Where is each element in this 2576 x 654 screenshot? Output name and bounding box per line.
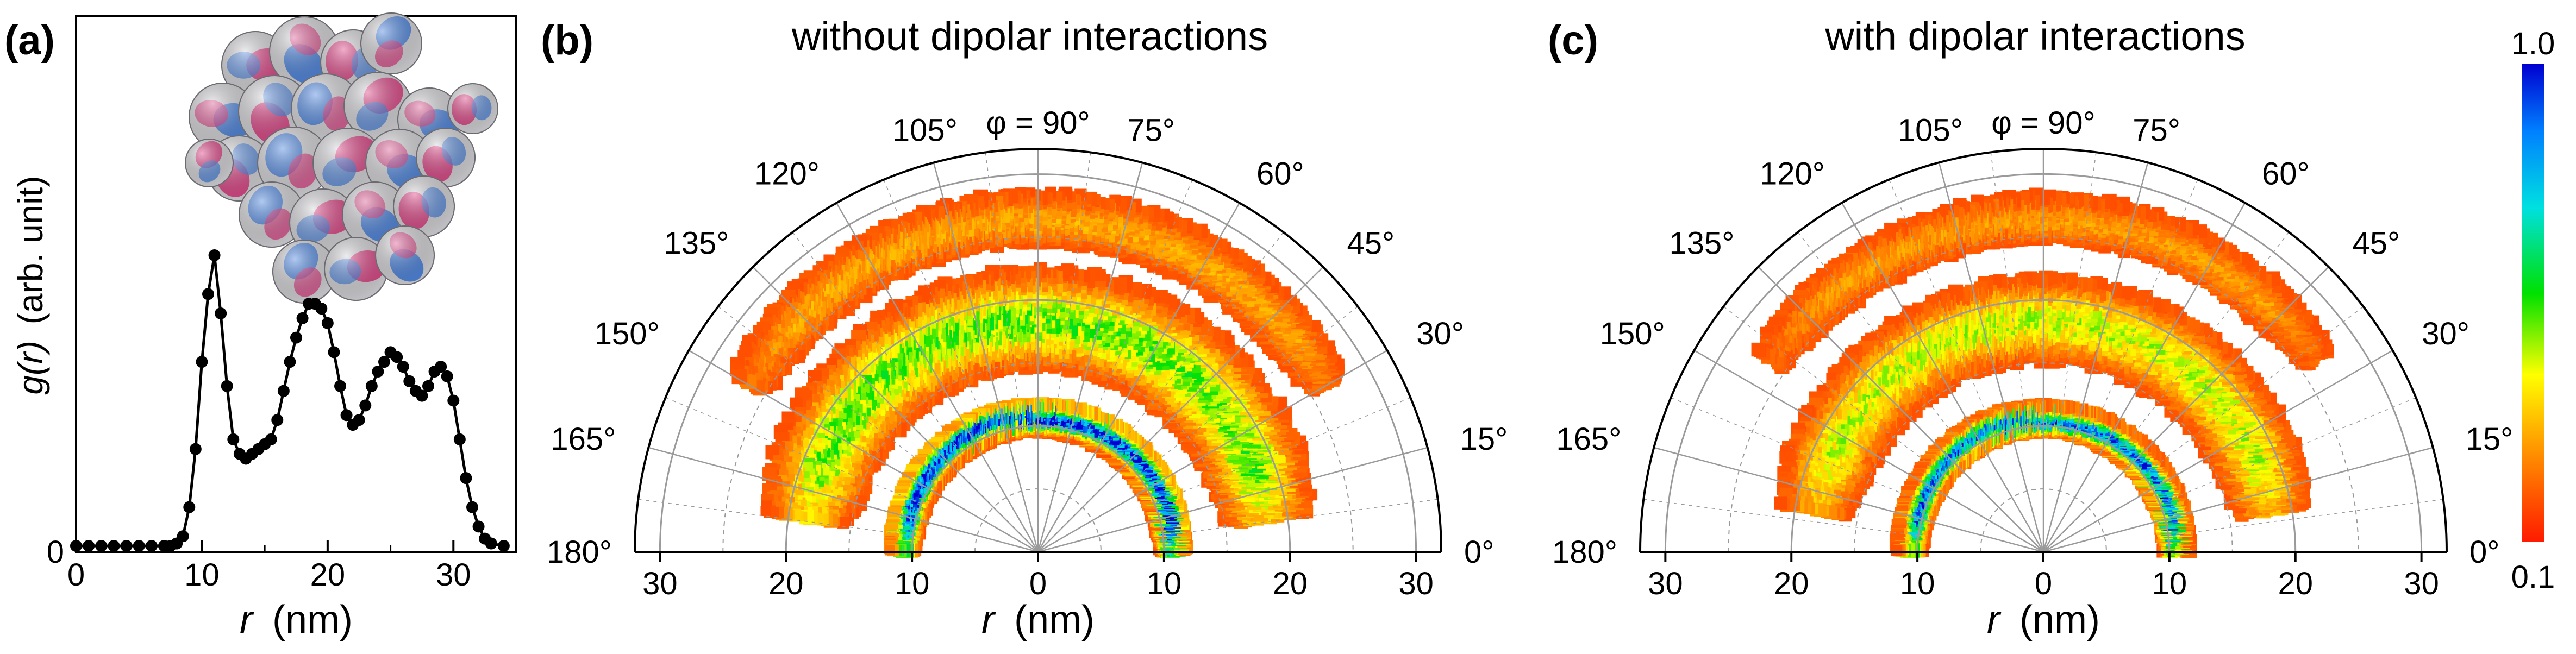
gr-data-point — [403, 375, 416, 387]
inset-sphere — [416, 128, 476, 187]
gr-data-point — [95, 540, 108, 552]
gr-data-point — [70, 540, 82, 552]
gr-data-point — [497, 540, 510, 552]
inset-sphere — [324, 237, 388, 301]
gr-data-point — [353, 414, 365, 426]
gr-data-point — [460, 472, 472, 485]
gr-data-point — [485, 537, 497, 550]
inset-sphere — [447, 83, 498, 134]
gr-data-point — [340, 409, 353, 422]
panel-a-xtick-label: 30 — [436, 557, 471, 593]
panel-a-ylabel-unit: (arb. unit) — [11, 175, 50, 324]
gr-data-point — [447, 394, 460, 407]
gr-data-point — [208, 249, 221, 261]
gr-data-point — [416, 389, 428, 402]
gr-data-point — [215, 307, 227, 319]
gr-data-point — [466, 501, 478, 513]
gr-data-point — [83, 540, 95, 552]
gr-data-point — [422, 380, 434, 392]
panel-a-ytick-0: 0 — [47, 534, 64, 570]
gr-data-point — [120, 540, 133, 552]
gr-data-point — [441, 370, 453, 382]
panel-a-xlabel-unit: (nm) — [272, 598, 353, 642]
gr-data-point — [372, 366, 384, 378]
inset-sphere — [291, 73, 361, 144]
panel-a: (a) 0 10 20 30 0 g(r) (arb. unit) r (nm) — [4, 12, 517, 642]
gr-data-point — [334, 380, 346, 392]
inset-sphere — [393, 175, 455, 237]
panel-a-xtick-label: 10 — [184, 557, 220, 593]
gr-data-point — [321, 317, 334, 329]
gr-data-point — [108, 540, 120, 552]
inset-sphere — [185, 139, 234, 187]
gr-data-point — [133, 540, 145, 552]
panel-a-ylabel-var: g(r) — [11, 341, 50, 395]
panel-a-ylabel: g(r) (arb. unit) — [11, 175, 50, 394]
gr-data-point — [365, 380, 378, 392]
inset-sphere — [272, 240, 336, 304]
gr-data-point — [183, 501, 196, 513]
gr-data-point — [472, 520, 485, 533]
panel-b: (b) without dipolar interactions 30 20 10 0… — [541, 14, 1508, 642]
gr-data-point — [391, 351, 403, 363]
gr-data-point — [202, 288, 214, 300]
gr-data-point — [221, 380, 233, 392]
gr-data-point — [328, 346, 340, 359]
inset-sphere-cluster — [185, 12, 498, 304]
gr-data-point — [265, 433, 277, 445]
inset-sphere — [343, 72, 412, 140]
gr-data-point — [290, 331, 302, 344]
panel-a-xtick-label: 20 — [310, 557, 346, 593]
panel-a-x-ticks: 0 10 20 30 — [67, 540, 471, 593]
gr-data-point — [271, 414, 284, 426]
gr-data-point — [227, 433, 240, 445]
gr-data-point — [359, 399, 372, 412]
gr-data-point — [284, 356, 296, 368]
polar-heatmap-cells — [730, 186, 1345, 558]
panel-b-title: without dipolar interactions — [791, 14, 1268, 59]
gr-data-point — [196, 356, 208, 368]
panel-b-polar-plot: 30 20 10 0 10 20 300°15°30°45°60°75°φ = 90°105… — [547, 105, 1508, 601]
panel-a-xlabel: r (nm) — [240, 598, 353, 642]
gr-data-point — [296, 312, 309, 324]
gr-data-point — [277, 385, 290, 397]
gr-series-points — [70, 249, 510, 552]
gr-data-point — [189, 443, 202, 455]
inset-sphere — [257, 127, 330, 199]
gr-data-point — [315, 303, 328, 315]
gr-data-point — [397, 361, 409, 373]
inset-sphere — [289, 188, 358, 257]
heatmap-cell — [885, 545, 895, 556]
inset-sphere — [239, 181, 305, 248]
panel-a-label: (a) — [4, 17, 55, 64]
gr-data-point — [145, 540, 158, 552]
gr-data-point — [435, 361, 447, 373]
gr-data-point — [177, 530, 189, 543]
inset-sphere — [375, 225, 435, 285]
panel-b-label: (b) — [541, 17, 593, 64]
panel-a-xlabel-var: r — [240, 598, 254, 642]
panel-a-xtick-label: 0 — [67, 557, 85, 593]
gr-data-point — [378, 356, 390, 368]
panel-a-frame — [75, 15, 517, 553]
gr-data-point — [453, 433, 466, 445]
inset-sphere — [360, 12, 422, 74]
